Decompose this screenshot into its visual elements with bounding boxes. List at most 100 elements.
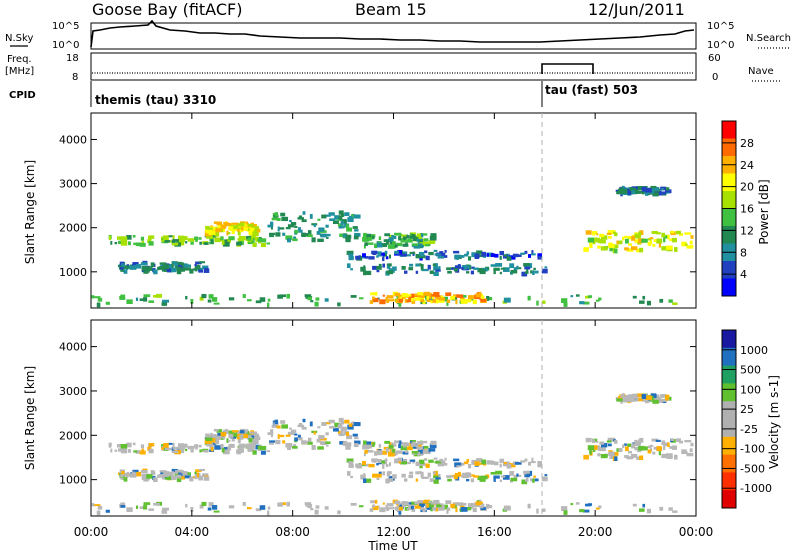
velocity-cell xyxy=(116,443,123,448)
velocity-cell xyxy=(608,451,615,456)
power-cell xyxy=(179,241,185,246)
velocity-cell xyxy=(228,505,235,509)
power-cell xyxy=(135,242,141,247)
velocity-cell xyxy=(661,440,666,446)
power-cell xyxy=(446,299,451,303)
power-cell xyxy=(615,189,620,193)
power-cell xyxy=(313,223,316,228)
nave-label: Nave xyxy=(748,66,774,77)
velocity-cell xyxy=(350,502,357,506)
power-cell xyxy=(238,235,246,241)
power-cell xyxy=(470,295,475,299)
velocity-cell xyxy=(243,434,249,439)
velocity-cell xyxy=(257,445,263,450)
velocity-cell xyxy=(397,457,403,463)
power-cell xyxy=(297,217,305,220)
velocity-colorbar-tick-label: 100 xyxy=(740,383,761,396)
velocity-cell xyxy=(401,473,406,478)
power-cell xyxy=(684,232,692,235)
power-cell xyxy=(290,222,297,226)
power-cell xyxy=(494,253,499,258)
velocity-cell xyxy=(466,459,470,463)
velocity-cell xyxy=(409,442,412,447)
power-cell xyxy=(370,292,376,296)
power-cell xyxy=(253,229,257,232)
y-tick-label: 3000 xyxy=(59,178,87,191)
power-cell xyxy=(236,229,240,232)
x-tick-label: 16:00 xyxy=(477,525,512,539)
velocity-cell xyxy=(391,442,395,445)
freq-trace xyxy=(541,63,594,74)
velocity-cell xyxy=(175,469,183,473)
power-cell xyxy=(389,254,392,259)
velocity-cell xyxy=(430,508,433,512)
velocity-cell xyxy=(466,473,469,477)
power-cell xyxy=(317,238,324,243)
velocity-cell xyxy=(653,394,657,399)
velocity-cell xyxy=(585,503,591,507)
velocity-cell xyxy=(135,505,139,509)
power-cell xyxy=(301,233,309,237)
velocity-cell xyxy=(123,477,128,482)
power-cell xyxy=(289,219,292,223)
power-cell xyxy=(119,267,124,270)
freq-panel: Freq. [MHz] 18 8 60 0 Nave xyxy=(5,52,780,83)
velocity-colorbar-tick-label: -1000 xyxy=(740,482,772,495)
velocity-cell xyxy=(421,476,429,479)
velocity-cell xyxy=(285,434,291,437)
power-cell xyxy=(226,230,229,236)
power-cell xyxy=(185,295,188,300)
power-colorbar-swatch xyxy=(722,191,736,209)
velocity-cell xyxy=(247,445,252,449)
power-cell xyxy=(194,236,199,241)
velocity-cell xyxy=(120,502,126,507)
power-cell xyxy=(328,212,335,216)
power-cell xyxy=(329,218,336,221)
power-colorbar-swatch xyxy=(722,261,736,279)
velocity-cell xyxy=(406,508,412,511)
power-cell xyxy=(316,231,321,235)
power-cell xyxy=(125,267,129,271)
velocity-cell xyxy=(163,472,169,477)
power-cell xyxy=(352,226,358,229)
power-cell xyxy=(214,231,220,237)
velocity-cell xyxy=(607,437,612,441)
velocity-cell xyxy=(172,446,179,450)
velocity-cell xyxy=(532,478,535,483)
power-cell xyxy=(624,235,627,239)
velocity-cell xyxy=(486,460,489,465)
power-cell xyxy=(286,293,291,299)
velocity-cell xyxy=(337,510,341,515)
velocity-cell xyxy=(270,433,273,438)
power-cell xyxy=(270,221,274,227)
velocity-cell xyxy=(376,473,382,478)
power-cell xyxy=(338,215,343,220)
velocity-cell xyxy=(425,463,430,468)
power-cell xyxy=(364,256,369,259)
power-cell xyxy=(690,235,694,239)
power-cell xyxy=(427,264,431,270)
velocity-cell xyxy=(355,463,361,468)
velocity-cell xyxy=(245,429,249,432)
noise-left-tick-lo: 10^0 xyxy=(52,40,79,51)
velocity-cell xyxy=(332,427,339,432)
velocity-cell xyxy=(110,448,113,453)
power-cell xyxy=(634,233,641,239)
velocity-cell xyxy=(310,507,314,511)
velocity-cell xyxy=(232,435,237,439)
power-cell xyxy=(454,254,462,258)
power-cell xyxy=(651,230,658,234)
power-cell xyxy=(366,233,372,239)
velocity-cell xyxy=(456,502,464,506)
velocity-cell xyxy=(467,507,472,511)
velocity-cell xyxy=(509,463,516,468)
power-cell xyxy=(394,292,401,297)
velocity-colorbar-frame xyxy=(721,329,737,509)
velocity-cell xyxy=(366,450,374,453)
velocity-cell xyxy=(382,502,385,505)
power-cell xyxy=(665,187,670,191)
power-cell xyxy=(420,265,424,271)
power-cell xyxy=(599,233,605,238)
power-cell xyxy=(510,269,518,274)
velocity-cell xyxy=(392,448,395,453)
